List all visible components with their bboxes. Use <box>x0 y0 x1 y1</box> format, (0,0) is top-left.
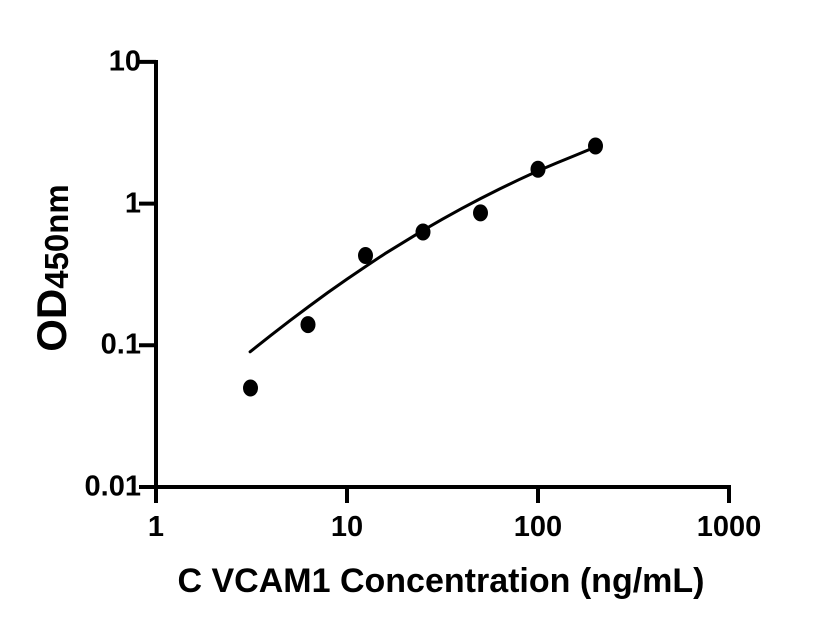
data-point <box>530 160 546 178</box>
data-point <box>473 204 488 222</box>
y-tick-label: 10 <box>108 45 141 78</box>
data-point <box>358 247 373 264</box>
y-tick-label: 0.1 <box>100 328 141 361</box>
x-tick-label: 100 <box>513 511 563 543</box>
data-point <box>588 137 603 155</box>
x-tick-label: 1 <box>147 511 165 543</box>
y-tick-label: 0.01 <box>84 470 141 503</box>
y-axis-title-subscript: 450nm <box>38 184 75 289</box>
y-axis-title-main: OD <box>28 288 75 352</box>
x-tick-label: 10 <box>330 511 364 543</box>
y-axis-title: OD450nm <box>28 184 75 352</box>
x-tick-label: 1000 <box>696 511 762 543</box>
y-tick-label: 1 <box>124 187 141 220</box>
data-point <box>415 223 431 241</box>
data-point <box>243 379 258 397</box>
data-point <box>300 316 316 334</box>
x-axis-title: C VCAM1 Concentration (ng/mL) <box>177 562 705 600</box>
